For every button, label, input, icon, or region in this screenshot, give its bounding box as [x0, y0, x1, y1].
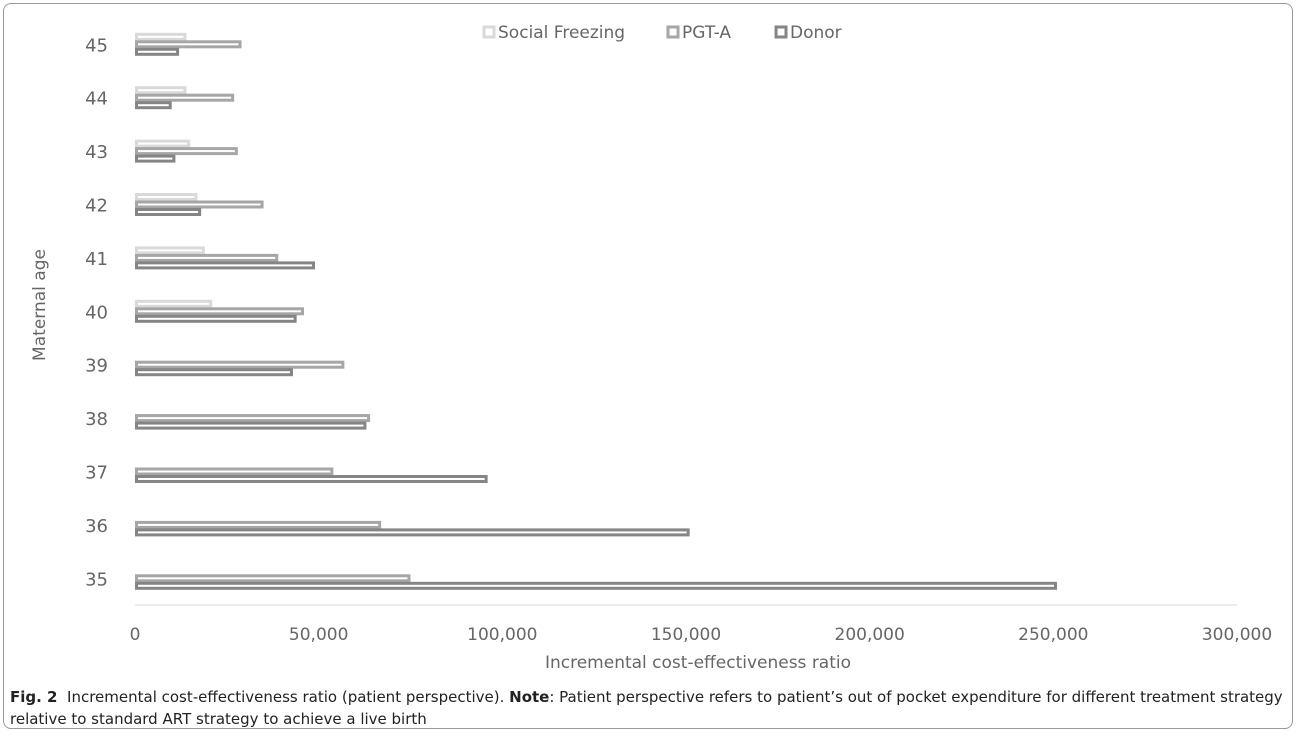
chart: Incremental cost-effectiveness ratio Mat… — [30, 23, 1272, 673]
caption-label: Fig. 2 — [10, 688, 58, 706]
bar — [135, 253, 279, 262]
bar — [135, 193, 198, 201]
legend-label: Donor — [790, 23, 842, 43]
y-tick-label: 44 — [85, 89, 108, 110]
y-tick-label: 40 — [85, 302, 108, 323]
bar — [135, 86, 187, 95]
y-axis-title: Maternal age — [30, 249, 50, 361]
y-tick-label: 45 — [85, 35, 108, 56]
bar — [135, 200, 264, 209]
x-tick-label: 200,000 — [835, 625, 905, 645]
bar — [135, 261, 315, 270]
note-label: Note — [509, 688, 550, 706]
y-tick-label: 42 — [85, 196, 108, 217]
bar — [135, 360, 345, 369]
bar — [135, 40, 242, 49]
y-tick-label: 38 — [85, 409, 108, 430]
bar — [135, 414, 371, 423]
caption: Fig. 2 Incremental cost-effectiveness ra… — [10, 686, 1288, 730]
x-tick-label: 250,000 — [1018, 625, 1088, 645]
bar — [135, 139, 191, 148]
bar — [135, 520, 382, 529]
bar — [135, 47, 180, 56]
y-tick-label: 41 — [85, 249, 108, 270]
x-tick-label: 0 — [130, 625, 141, 645]
bar — [135, 421, 367, 430]
bar — [135, 208, 202, 216]
bar — [135, 581, 1058, 590]
bar — [135, 467, 334, 476]
bar — [135, 368, 293, 377]
bar — [135, 299, 213, 308]
legend-swatch — [666, 25, 680, 39]
bar — [135, 101, 172, 110]
legend-swatch — [482, 25, 496, 39]
y-tick-label: 43 — [85, 142, 108, 163]
bar — [135, 147, 238, 156]
legend-label: PGT-A — [682, 23, 731, 43]
bar — [135, 246, 205, 255]
legend-swatch — [774, 25, 788, 39]
legend-label: Social Freezing — [498, 23, 625, 43]
bar — [135, 528, 690, 537]
bar — [135, 307, 304, 316]
y-tick-label: 35 — [85, 569, 108, 590]
bar — [135, 154, 176, 163]
x-tick-label: 300,000 — [1202, 625, 1272, 645]
bar — [135, 32, 187, 41]
caption-text: Incremental cost-effectiveness ratio (pa… — [67, 688, 505, 706]
frame — [3, 3, 1293, 729]
bar — [135, 475, 488, 483]
x-tick-label: 150,000 — [651, 625, 721, 645]
bar — [135, 93, 235, 102]
x-tick-label: 100,000 — [467, 625, 537, 645]
y-tick-label: 36 — [85, 516, 108, 537]
y-tick-label: 39 — [85, 356, 108, 377]
bar — [135, 574, 411, 583]
bar — [135, 314, 297, 323]
x-tick-label: 50,000 — [289, 625, 348, 645]
x-axis-title: Incremental cost-effectiveness ratio — [545, 653, 851, 673]
note-text: : Patient perspective refers to patient’… — [10, 688, 1283, 728]
y-tick-label: 37 — [85, 463, 108, 484]
